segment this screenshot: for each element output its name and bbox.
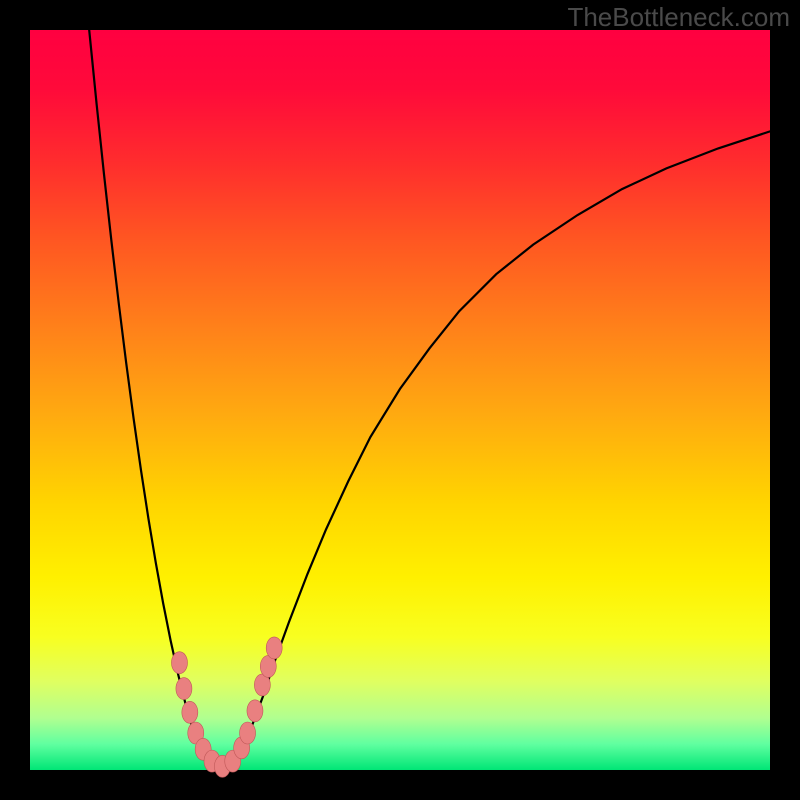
watermark-text: TheBottleneck.com xyxy=(567,2,790,33)
data-marker xyxy=(247,700,263,722)
gradient-background xyxy=(30,30,770,770)
data-marker xyxy=(182,701,198,723)
chart-frame: TheBottleneck.com xyxy=(0,0,800,800)
plot-area xyxy=(30,30,770,770)
data-marker xyxy=(240,722,256,744)
data-marker xyxy=(266,637,282,659)
chart-svg xyxy=(30,30,770,770)
data-marker xyxy=(176,678,192,700)
data-marker xyxy=(171,652,187,674)
